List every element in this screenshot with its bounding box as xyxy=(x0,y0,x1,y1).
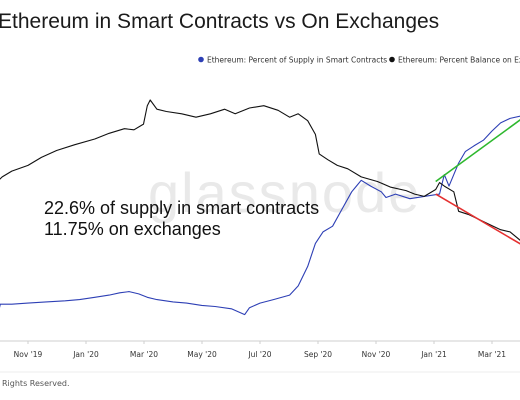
x-tick-label: Sep '20 xyxy=(304,350,332,359)
trend-line-smart-contracts xyxy=(435,119,520,183)
annotation-smart-contracts: 22.6% of supply in smart contracts xyxy=(44,198,319,218)
x-tick-label: Nov '19 xyxy=(14,350,43,359)
x-tick-label: Jan '21 xyxy=(420,350,447,359)
chart-title: Ethereum in Smart Contracts vs On Exchan… xyxy=(0,10,439,33)
series-line-exchanges xyxy=(0,99,520,241)
plot-area xyxy=(0,99,520,316)
legend: Ethereum: Percent of Supply in Smart Con… xyxy=(198,56,520,65)
annotation-exchanges: 11.75% on exchanges xyxy=(44,219,221,239)
x-tick-label: May '20 xyxy=(187,350,217,359)
series-line-smart-contracts xyxy=(0,115,520,316)
legend-label-exchanges: Ethereum: Percent Balance on Exchanges xyxy=(398,56,520,65)
x-tick-label: Nov '20 xyxy=(362,350,391,359)
x-tick-label: Mar '21 xyxy=(478,350,506,359)
legend-label-smart-contracts: Ethereum: Percent of Supply in Smart Con… xyxy=(207,56,387,65)
watermark: glassnode xyxy=(148,161,421,224)
legend-item-smart-contracts[interactable]: Ethereum: Percent of Supply in Smart Con… xyxy=(198,56,387,65)
x-tick-label: Mar '20 xyxy=(130,350,158,359)
legend-item-exchanges[interactable]: Ethereum: Percent Balance on Exchanges xyxy=(389,56,520,65)
x-tick-label: Jul '20 xyxy=(247,350,271,359)
x-tick-label: Jan '20 xyxy=(72,350,99,359)
trend-line-exchanges xyxy=(435,193,520,245)
footer-copyright: Rights Reserved. xyxy=(2,379,70,388)
legend-marker-exchanges xyxy=(389,56,395,63)
x-axis: Nov '19 Jan '20 Mar '20 May '20 Jul '20 Sep '… xyxy=(14,341,506,359)
legend-marker-smart-contracts xyxy=(198,56,204,63)
